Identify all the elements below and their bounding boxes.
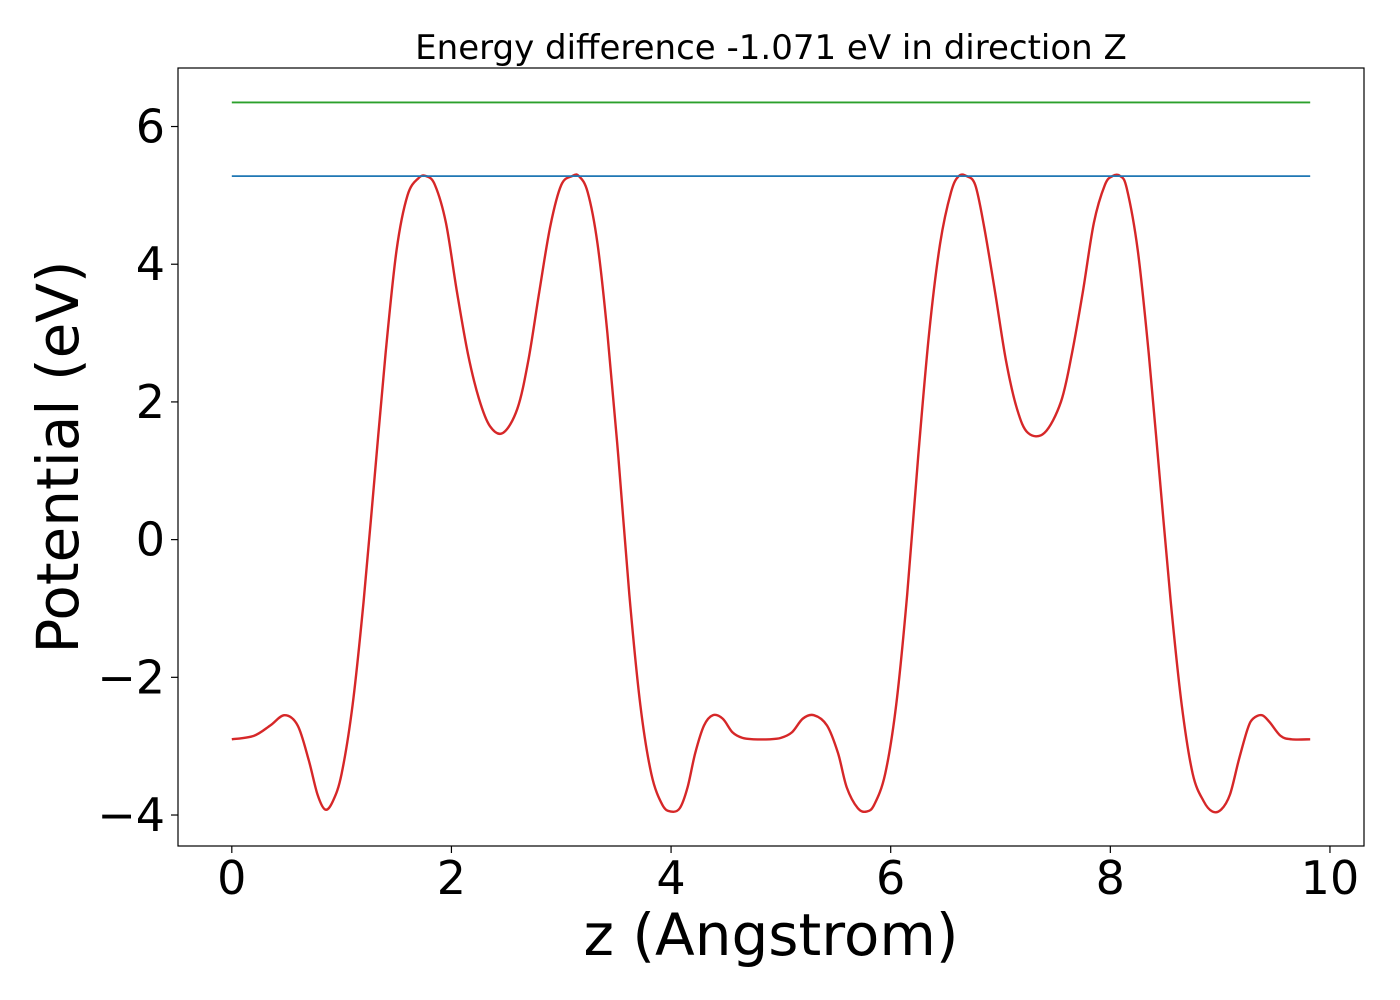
x-tick-label: 0 bbox=[217, 851, 246, 905]
x-tick-label: 6 bbox=[876, 851, 905, 905]
series-layer bbox=[231, 101, 1311, 814]
y-tick-label: 6 bbox=[136, 100, 165, 154]
x-axis-ticks: 0 2 4 6 8 10 bbox=[217, 846, 1359, 905]
x-tick-label: 4 bbox=[656, 851, 685, 905]
plot-frame bbox=[177, 67, 1365, 847]
y-axis-ticks: −4 −2 0 2 4 6 bbox=[97, 100, 178, 842]
y-tick-label: −4 bbox=[97, 788, 165, 842]
series-line-0 bbox=[231, 173, 1311, 814]
x-axis-label: z (Angstrom) bbox=[584, 901, 959, 969]
y-axis-label: Potential (eV) bbox=[24, 260, 92, 653]
y-tick-label: 0 bbox=[136, 513, 165, 567]
y-tick-label: 2 bbox=[136, 375, 165, 429]
chart-title: Energy difference -1.071 eV in direction… bbox=[415, 28, 1127, 68]
x-tick-label: 10 bbox=[1301, 851, 1360, 905]
y-tick-label: 4 bbox=[136, 237, 165, 291]
x-tick-label: 8 bbox=[1096, 851, 1125, 905]
x-tick-label: 2 bbox=[437, 851, 466, 905]
y-tick-label: −2 bbox=[97, 650, 165, 704]
